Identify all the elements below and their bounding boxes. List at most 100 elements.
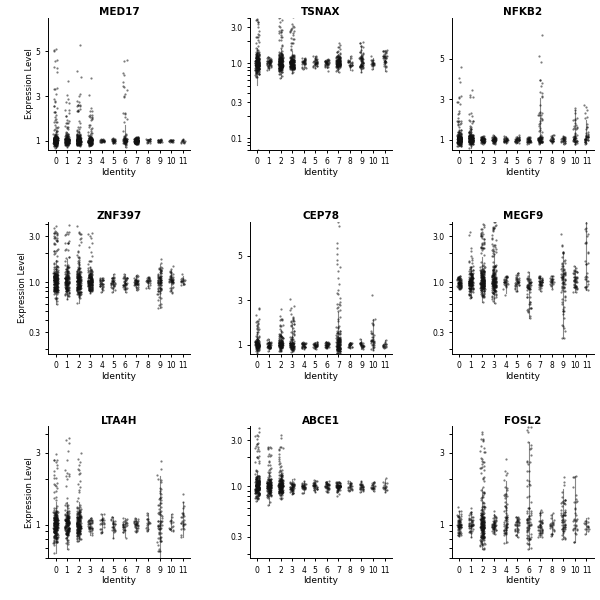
Point [168,275,178,285]
Point [61,284,71,294]
Point [523,133,532,143]
Point [263,478,272,487]
Point [344,60,354,70]
Point [454,125,464,135]
Point [322,59,332,69]
Point [52,511,62,520]
Point [335,481,344,491]
Point [266,479,276,489]
Point [479,243,488,253]
Point [488,270,498,280]
Point [467,516,477,526]
Point [50,138,59,148]
Point [477,281,487,291]
Point [64,136,74,145]
Point [276,30,286,40]
Point [345,481,355,491]
Point [275,62,285,72]
Point [274,481,283,491]
Point [488,270,498,280]
Point [491,530,500,539]
Point [455,134,465,144]
Point [178,521,188,530]
Point [253,61,263,70]
Point [490,281,499,291]
Point [477,268,487,278]
Point [275,479,285,488]
Point [87,273,97,283]
Point [464,133,474,143]
Point [251,69,261,79]
Point [84,137,94,146]
Point [332,62,341,71]
Point [50,525,59,535]
Point [277,51,287,61]
Point [74,98,84,107]
Point [478,133,487,143]
Point [61,517,70,526]
Point [454,521,463,531]
Point [548,134,558,144]
Point [275,59,285,68]
Point [86,277,96,286]
Point [253,485,262,495]
Point [53,523,62,533]
Point [560,522,570,532]
Point [289,58,298,67]
Point [522,292,532,302]
Point [478,243,488,253]
Point [253,62,263,71]
Point [479,263,489,273]
Point [53,275,62,284]
Point [491,277,500,287]
Point [311,56,321,65]
Point [476,518,486,527]
Point [253,337,262,347]
Point [52,274,61,283]
Point [87,276,97,286]
Point [49,283,58,292]
Point [344,340,353,349]
Point [476,505,486,515]
Point [74,133,83,142]
Point [534,136,544,145]
Point [130,136,140,146]
Point [526,278,535,287]
Point [61,128,70,137]
Point [301,62,310,72]
Point [265,338,275,347]
Point [253,478,262,487]
Point [52,278,62,287]
Point [499,134,509,143]
Point [478,516,488,526]
Point [142,138,151,148]
Point [466,141,476,151]
Point [287,50,297,59]
Point [50,514,60,524]
Point [478,283,488,292]
Point [50,508,59,518]
Point [253,452,262,462]
Point [321,478,331,487]
Point [253,59,263,69]
Point [168,521,178,531]
Point [85,271,94,280]
Point [490,286,500,295]
Point [277,482,286,492]
Point [333,57,343,67]
Point [51,279,61,289]
Point [457,137,466,147]
Point [332,482,342,492]
Point [251,331,261,341]
Point [72,269,82,279]
Point [275,338,285,347]
Point [287,341,297,350]
Point [522,515,532,525]
Point [478,529,487,538]
Point [179,278,188,287]
Point [511,286,521,296]
Point [370,478,379,488]
Point [62,518,71,527]
Point [168,277,178,287]
Point [287,55,297,65]
